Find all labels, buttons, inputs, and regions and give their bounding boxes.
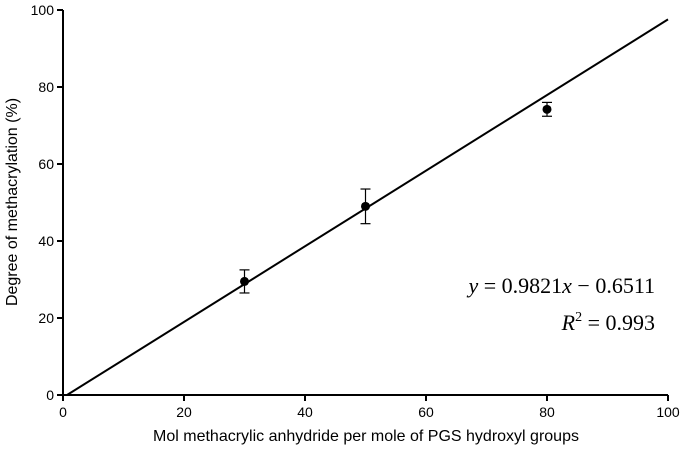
y-axis-title: Degree of methacrylation (%) <box>4 98 21 306</box>
x-tick-label: 60 <box>418 404 434 420</box>
r-squared: R2 = 0.993 <box>561 310 655 335</box>
x-tick-label: 0 <box>59 404 67 420</box>
y-tick-label: 100 <box>31 2 55 18</box>
data-point <box>240 276 249 286</box>
y-tick-label: 0 <box>46 387 54 403</box>
x-tick-label: 80 <box>539 404 555 420</box>
x-axis-title: Mol methacrylic anhydride per mole of PG… <box>153 428 579 445</box>
y-tick-label: 40 <box>38 233 54 249</box>
y-tick-label: 60 <box>38 156 54 172</box>
x-tick-label: 40 <box>297 404 313 420</box>
y-tick-label: 80 <box>38 79 54 95</box>
y-tick-label: 20 <box>38 310 54 326</box>
data-point <box>361 201 370 211</box>
axes: 0 20 40 60 80 100 0 20 40 60 80 100 <box>31 2 680 420</box>
data-point <box>542 104 552 114</box>
fit-equation: y = 0.9821x − 0.6511 <box>466 273 655 298</box>
data-points <box>239 101 552 294</box>
x-tick-label: 100 <box>656 404 680 420</box>
x-tick-label: 20 <box>176 404 192 420</box>
